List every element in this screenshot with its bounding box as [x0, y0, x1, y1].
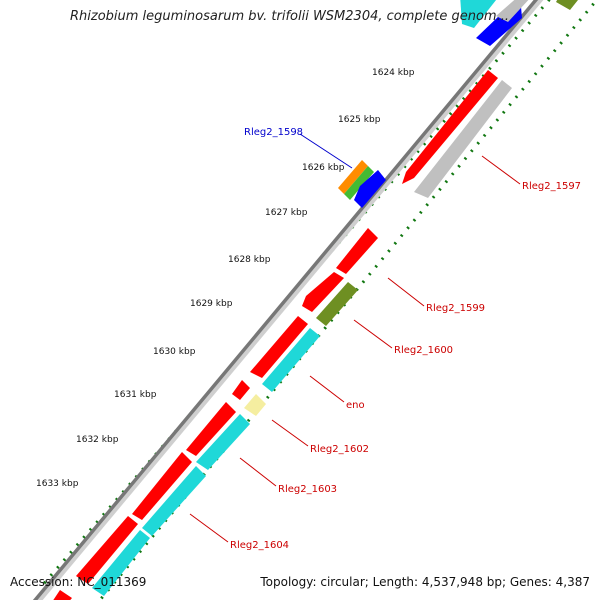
kbp-tick-label: 1633 kbp	[36, 479, 79, 489]
gene-red-small[interactable]	[232, 380, 250, 400]
genome-summary: Topology: circular; Length: 4,537,948 bp…	[260, 575, 590, 589]
gene-rleg2-1597[interactable]	[402, 70, 498, 184]
backbone	[32, 0, 539, 600]
gene-rleg2-1598-blue[interactable]	[354, 170, 386, 208]
gene-red-eno[interactable]	[250, 316, 308, 378]
leader-rleg2-1597	[481, 155, 521, 185]
leader-rleg2-1604	[189, 513, 229, 543]
gene-rleg2-1598-green[interactable]	[344, 166, 374, 200]
leader-rleg2-1602	[271, 419, 309, 447]
gene-cyan-1604-b[interactable]	[92, 530, 150, 596]
gene-rleg2-1602[interactable]	[244, 394, 266, 416]
gene-red-1604-b[interactable]	[76, 516, 138, 584]
gene-label-eno[interactable]: eno	[346, 400, 365, 411]
leader-rleg2-1600	[353, 319, 393, 349]
gene-rleg2-1599-a[interactable]	[336, 228, 378, 274]
genome-title: Rhizobium leguminosarum bv. trifolii WSM…	[70, 9, 509, 24]
gene-label-rleg2-1602[interactable]: Rleg2_1602	[310, 444, 369, 455]
gene-top-cyan[interactable]	[460, 0, 500, 28]
gene-label-rleg2-1604[interactable]: Rleg2_1604	[230, 540, 289, 551]
leader-eno	[309, 375, 345, 403]
outer-tick-track	[38, 0, 552, 589]
inner-tick-track	[98, 0, 599, 600]
kbp-tick-label: 1625 kbp	[338, 115, 381, 125]
gene-label-rleg2-1603[interactable]: Rleg2_1603	[278, 484, 337, 495]
leader-rleg2-1603	[239, 457, 277, 487]
kbp-tick-label: 1626 kbp	[302, 163, 345, 173]
leader-rleg2-1598	[299, 133, 353, 169]
gene-bottom-red[interactable]	[50, 590, 72, 600]
gene-rleg2-1598-orange[interactable]	[338, 160, 368, 194]
backbone-shadow	[33, 0, 544, 600]
gene-top-gray[interactable]	[496, 0, 533, 22]
kbp-tick-label: 1627 kbp	[265, 208, 308, 218]
gene-rleg2-1603[interactable]	[196, 414, 250, 470]
leader-rleg2-1599	[387, 277, 425, 307]
gene-label-rleg2-1600[interactable]: Rleg2_1600	[394, 345, 453, 356]
kbp-tick-label: 1629 kbp	[190, 299, 233, 309]
kbp-tick-label: 1624 kbp	[372, 68, 415, 78]
kbp-tick-label: 1630 kbp	[153, 347, 196, 357]
gene-rleg2-1604[interactable]	[142, 466, 206, 536]
gene-rleg2-1599-b[interactable]	[302, 272, 344, 312]
kbp-tick-label: 1628 kbp	[228, 255, 271, 265]
accession-label: Accession: NC_011369	[10, 575, 147, 589]
kbp-tick-label: 1632 kbp	[76, 435, 119, 445]
gene-label-rleg2-1597[interactable]: Rleg2_1597	[522, 181, 581, 192]
gene-label-rleg2-1598[interactable]: Rleg2_1598	[244, 127, 303, 138]
gene-eno[interactable]	[262, 328, 320, 392]
gene-red-1604-a[interactable]	[132, 452, 192, 520]
gene-red-1603[interactable]	[186, 402, 236, 456]
gene-top-olive[interactable]	[556, 0, 582, 10]
gene-gray-1597[interactable]	[414, 80, 512, 198]
kbp-tick-label: 1631 kbp	[114, 390, 157, 400]
gene-label-rleg2-1599[interactable]: Rleg2_1599	[426, 303, 485, 314]
gene-rleg2-1600[interactable]	[316, 282, 358, 326]
